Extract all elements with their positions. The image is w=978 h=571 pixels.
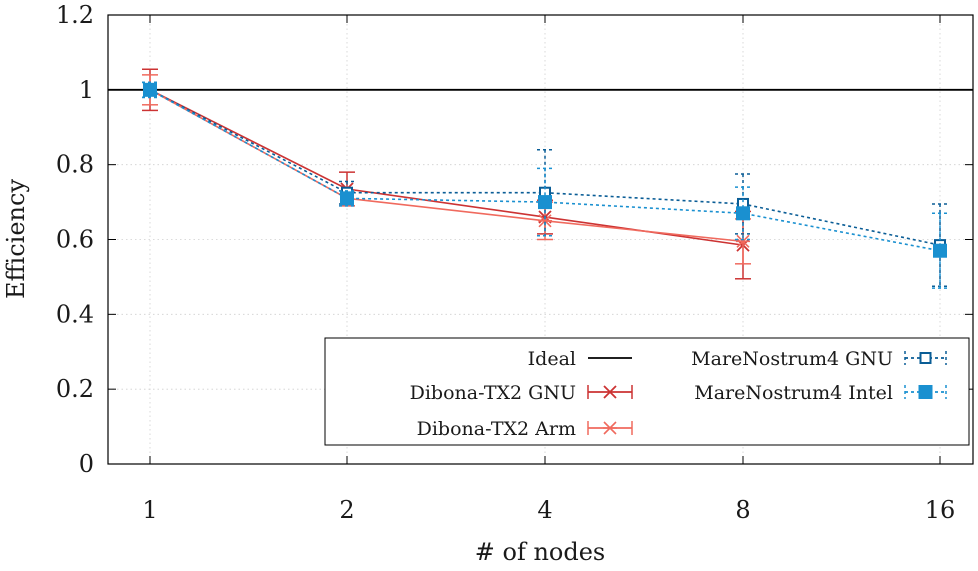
y-tick-label: 0.6 xyxy=(56,226,94,254)
legend-samples xyxy=(587,351,947,435)
legend: Ideal Dibona-TX2 GNU Dibona-TX2 Arm Mare… xyxy=(324,337,970,446)
data-point xyxy=(538,195,552,210)
legend-label-mn4-intel: MareNostrum4 Intel xyxy=(694,382,893,404)
x-tick-label: 16 xyxy=(925,496,956,524)
series xyxy=(108,68,973,289)
legend-sample-marker xyxy=(918,385,933,399)
series-line xyxy=(149,89,744,243)
data-point xyxy=(143,82,157,97)
series-1 xyxy=(142,68,751,280)
legend-label-dibona-arm: Dibona-TX2 Arm xyxy=(417,418,576,440)
legend-sample-marker xyxy=(603,421,617,435)
y-tick-label: 0.2 xyxy=(56,375,94,403)
data-point xyxy=(340,191,354,206)
data-point xyxy=(736,234,750,248)
series-3 xyxy=(142,81,948,288)
legend-label-mn4-gnu: MareNostrum4 GNU xyxy=(691,348,893,370)
series-4 xyxy=(142,81,948,289)
y-tick-label: 0 xyxy=(79,450,94,478)
ticks: 0 0.2 0.4 0.6 0.8 1 1.2 1 2 4 8 16 xyxy=(56,1,973,524)
y-tick-label: 1.2 xyxy=(56,1,94,29)
y-tick-label: 0.4 xyxy=(56,300,94,328)
legend-sample-marker xyxy=(603,385,617,399)
legend-label-ideal: Ideal xyxy=(528,348,576,370)
x-tick-label: 2 xyxy=(339,496,354,524)
x-tick-label: 8 xyxy=(735,496,750,524)
x-tick-label: 1 xyxy=(142,496,157,524)
legend-sample-marker xyxy=(919,352,932,364)
x-tick-label: 4 xyxy=(537,496,552,524)
data-point xyxy=(538,214,552,228)
series-2 xyxy=(142,74,751,265)
x-axis-title: # of nodes xyxy=(475,538,606,566)
data-point xyxy=(736,206,750,221)
legend-label-dibona-gnu: Dibona-TX2 GNU xyxy=(410,382,576,404)
series-line xyxy=(149,89,744,246)
legend-box xyxy=(324,337,970,446)
y-tick-label: 0.8 xyxy=(56,151,94,179)
data-point xyxy=(933,243,947,258)
y-axis-title: Efficiency xyxy=(2,179,30,299)
y-tick-label: 1 xyxy=(79,76,94,104)
